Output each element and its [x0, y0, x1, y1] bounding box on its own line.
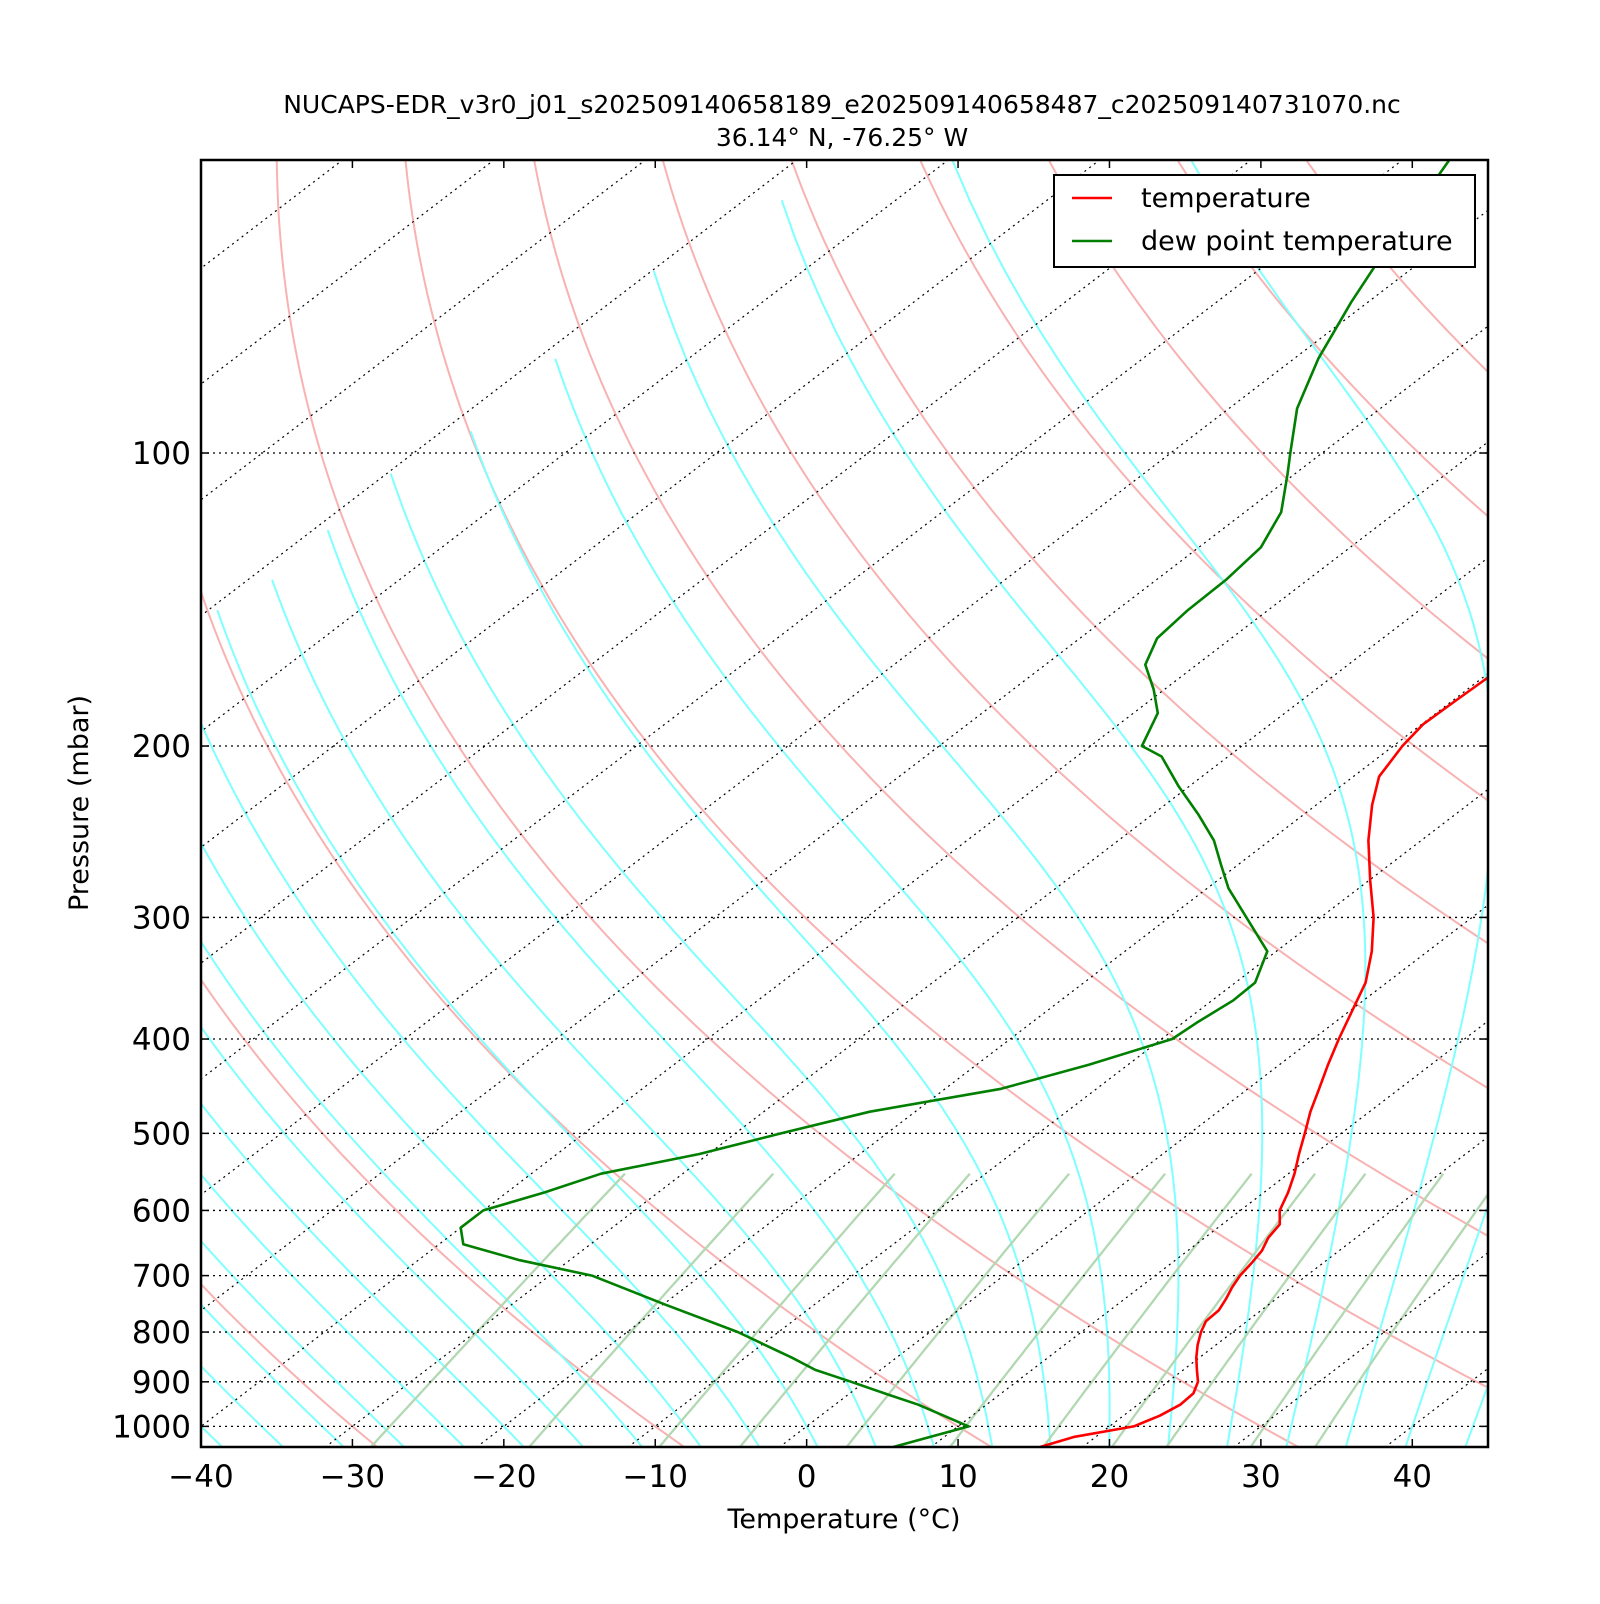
dry-adiabat-line — [3, 73, 690, 1451]
moist-adiabat-line — [217, 610, 820, 1453]
x-axis-label: Temperature (°C) — [726, 1504, 960, 1535]
isotherm-line — [1229, 66, 1600, 1451]
isotherm-line — [1380, 66, 1600, 1451]
dry-adiabat-line — [0, 73, 382, 1451]
isotherm-line — [0, 66, 1374, 1451]
chart-title: NUCAPS-EDR_v3r0_j01_s202509140658189_e20… — [283, 90, 1401, 119]
dry-adiabat-line — [522, 73, 1600, 1451]
background-lines — [0, 66, 1600, 1453]
mixing-ratio-line — [1248, 1174, 1443, 1451]
y-tick-label: 500 — [132, 1116, 191, 1152]
moist-adiabat-line — [328, 530, 936, 1453]
legend: temperature dew point temperature — [1054, 175, 1475, 267]
x-tick-label: −30 — [320, 1459, 385, 1495]
mixing-ratio-line — [1109, 1174, 1315, 1451]
y-tick-label: 1000 — [112, 1409, 191, 1445]
mixing-ratio-line — [1164, 1174, 1366, 1451]
isotherm-line — [320, 66, 1600, 1451]
y-tick-label: 100 — [132, 436, 191, 472]
isotherm-line — [1532, 66, 1600, 1451]
moist-adiabat-line — [48, 735, 589, 1453]
y-tick-label: 600 — [132, 1193, 191, 1229]
x-tick-label: 40 — [1393, 1459, 1432, 1495]
legend-label-dewpoint: dew point temperature — [1141, 226, 1453, 257]
x-tick-label: 20 — [1090, 1459, 1129, 1495]
moist-adiabat-line — [936, 116, 1366, 1454]
moist-adiabat-line — [272, 580, 878, 1453]
x-tick-label: −10 — [623, 1459, 688, 1495]
x-tick-label: 10 — [938, 1459, 977, 1495]
legend-label-temperature: temperature — [1141, 183, 1311, 214]
x-tick-label: −40 — [168, 1459, 233, 1495]
isotherm-line — [169, 66, 1600, 1451]
y-tick-label: 700 — [132, 1259, 191, 1295]
dry-adiabat-line — [1250, 73, 1600, 1451]
isotherm-line — [1077, 66, 1600, 1451]
isotherm-line — [774, 66, 1600, 1451]
mixing-ratio-line — [526, 1174, 774, 1451]
mixing-ratio-line — [1312, 1174, 1502, 1451]
dry-adiabat-line — [401, 73, 1600, 1451]
x-tick-label: 30 — [1241, 1459, 1280, 1495]
y-tick-label: 900 — [132, 1365, 191, 1401]
moist-adiabat-line — [391, 474, 994, 1453]
y-tick-label: 200 — [132, 729, 191, 765]
y-tick-label: 800 — [132, 1315, 191, 1351]
moist-adiabat-line — [127, 677, 705, 1453]
y-tick-label: 300 — [132, 900, 191, 936]
y-axis-ticks: 100 200 300 400 500 600 700 800 900 1000 — [112, 436, 1488, 1445]
mixing-ratio-line — [737, 1174, 970, 1451]
moist-adiabat-line — [1463, 66, 1600, 1453]
isotherm-line — [0, 66, 1526, 1451]
temperature-line — [1040, 160, 1600, 1447]
x-tick-label: −20 — [471, 1459, 536, 1495]
chart-subtitle: 36.14° N, -76.25° W — [716, 123, 968, 152]
mixing-ratio-line — [1040, 1174, 1251, 1451]
y-tick-label: 400 — [132, 1022, 191, 1058]
x-axis-ticks: −40 −30 −20 −10 0 10 20 30 40 — [168, 160, 1432, 1495]
moist-adiabat-line — [0, 896, 229, 1453]
y-axis-label: Pressure (mbar) — [64, 695, 95, 911]
x-tick-label: 0 — [797, 1459, 817, 1495]
dry-adiabat-line — [145, 73, 998, 1451]
